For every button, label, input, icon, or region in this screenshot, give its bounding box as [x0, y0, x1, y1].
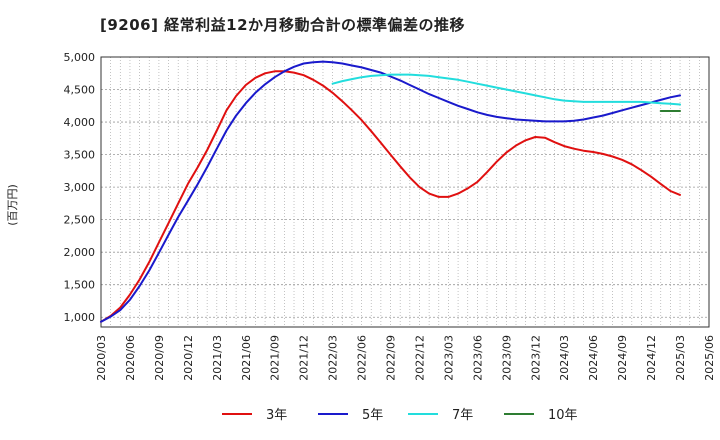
axes [100, 56, 710, 328]
y-axis-label: (百万円) [6, 184, 19, 226]
x-tick-label: 2020/06 [124, 335, 137, 381]
x-tick-label: 2021/09 [269, 335, 282, 381]
x-tick-label: 2023/06 [471, 335, 484, 381]
legend-label: 10年 [548, 408, 578, 423]
legend-label: 5年 [362, 408, 383, 423]
series-lines [100, 60, 681, 323]
x-tick-label: 2022/06 [356, 335, 369, 381]
y-tick-label: 1,000 [64, 311, 96, 324]
series-line-3年 [100, 70, 681, 323]
series-line-5年 [100, 60, 681, 323]
x-tick-label: 2024/06 [587, 335, 600, 381]
x-tick-label: 2023/09 [500, 335, 513, 381]
y-tick-label: 2,000 [64, 246, 96, 259]
x-axis-ticks: 2020/03 2020/06 2020/09 2020/12 2021/03 2021/… [95, 335, 716, 381]
x-tick-label: 2021/03 [211, 335, 224, 381]
x-tick-label: 2022/12 [413, 335, 426, 381]
x-tick-label: 2020/03 [95, 335, 108, 381]
x-tick-label: 2025/03 [674, 335, 687, 381]
y-tick-label: 3,500 [64, 149, 96, 162]
legend-label: 7年 [452, 408, 473, 423]
y-axis-ticks: 1,000 1,500 2,000 2,500 3,000 3,500 4,000 4,500… [64, 51, 96, 324]
x-tick-label: 2024/09 [616, 335, 629, 381]
y-tick-label: 2,500 [64, 214, 96, 227]
legend-label: 3年 [266, 408, 287, 423]
plot-border [100, 56, 710, 328]
x-tick-label: 2023/03 [442, 335, 455, 381]
series-line-7年 [331, 73, 681, 106]
y-tick-label: 3,000 [64, 181, 96, 194]
x-tick-label: 2022/09 [385, 335, 398, 381]
x-tick-label: 2020/12 [182, 335, 195, 381]
x-tick-label: 2023/12 [529, 335, 542, 381]
x-tick-label: 2022/03 [327, 335, 340, 381]
y-tick-label: 5,000 [64, 51, 96, 64]
chart-title: [9206] 経常利益12か月移動合計の標準偏差の推移 [100, 16, 466, 34]
x-tick-label: 2024/12 [645, 335, 658, 381]
x-tick-label: 2025/06 [703, 335, 716, 381]
y-tick-label: 4,000 [64, 116, 96, 129]
x-tick-label: 2021/06 [240, 335, 253, 381]
legend: 3年 5年 7年 10年 [222, 408, 578, 423]
y-tick-label: 1,500 [64, 279, 96, 292]
y-tick-label: 4,500 [64, 84, 96, 97]
x-tick-label: 2020/09 [153, 335, 166, 381]
x-tick-label: 2021/12 [298, 335, 311, 381]
x-tick-label: 2024/03 [558, 335, 571, 381]
